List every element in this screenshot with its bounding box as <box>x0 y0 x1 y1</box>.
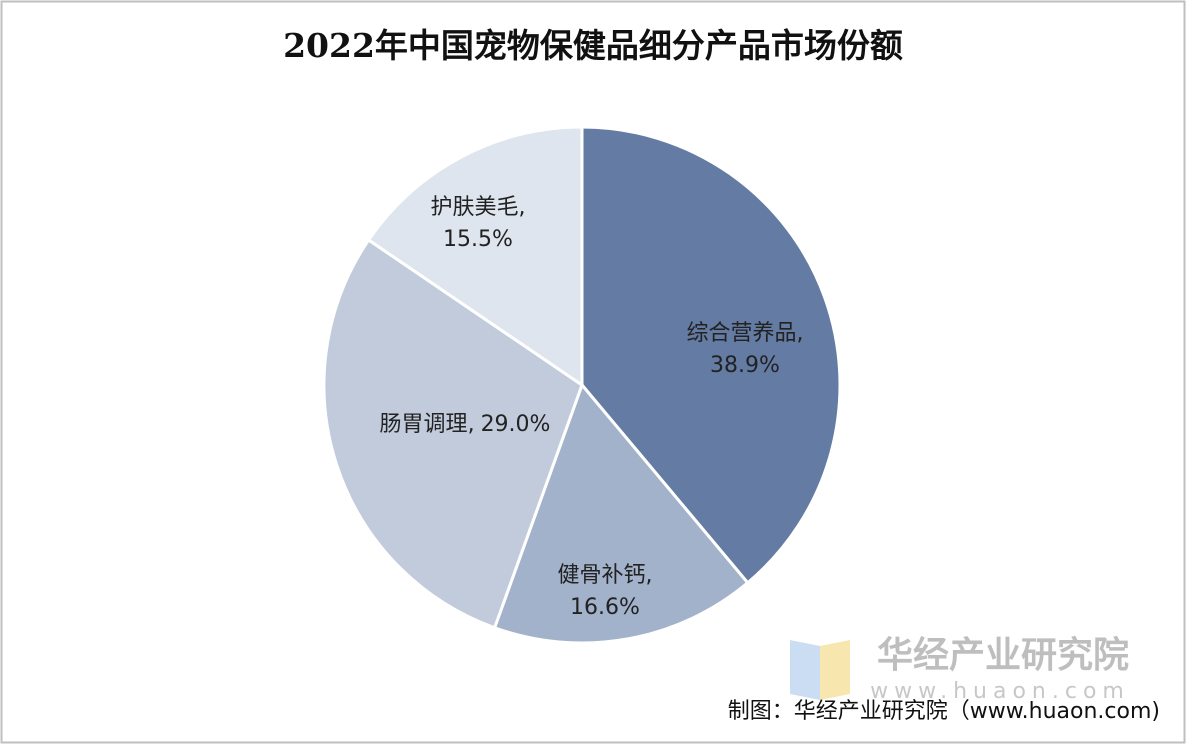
watermark-name: 华经产业研究院 <box>877 635 1129 676</box>
value-label: 15.5% <box>443 227 513 252</box>
pie-slice <box>366 125 584 388</box>
separator: , <box>646 563 653 588</box>
category-label: 综合营养品 <box>686 321 796 346</box>
logo-part <box>820 640 850 700</box>
slice-label: 护肤美毛, 15.5% <box>430 195 525 252</box>
watermark-url: www.huaon.com <box>870 679 1130 704</box>
slice-label: 肠胃调理, 29.0% <box>380 412 551 437</box>
value-label: 16.6% <box>570 595 640 620</box>
value-label: 29.0% <box>481 412 551 437</box>
chart-title: 2022年中国宠物保健品细分产品市场份额 <box>283 26 903 65</box>
separator: , <box>797 321 804 346</box>
separator: , <box>468 412 475 437</box>
pie-slice <box>580 125 842 585</box>
category-label: 肠胃调理 <box>380 412 468 437</box>
slice-label: 综合营养品, 38.9% <box>686 321 803 378</box>
source: 制图：华经产业研究院（www.huaon.com) <box>728 699 1160 724</box>
pie-slice <box>322 237 584 630</box>
separator: , <box>519 195 526 220</box>
pie-slice <box>492 382 750 645</box>
pie: 综合营养品, 38.9%健骨补钙, 16.6%肠胃调理, 29.0%护肤美毛, 15.5… <box>322 125 842 645</box>
slice-label: 健骨补钙, 16.6% <box>557 563 652 620</box>
logo-part <box>790 640 820 700</box>
category-label: 护肤美毛 <box>430 195 518 220</box>
category-label: 健骨补钙 <box>557 563 645 588</box>
watermark: 华经产业研究院 www.huaon.com <box>790 635 1130 704</box>
value-label: 38.9% <box>710 353 780 378</box>
